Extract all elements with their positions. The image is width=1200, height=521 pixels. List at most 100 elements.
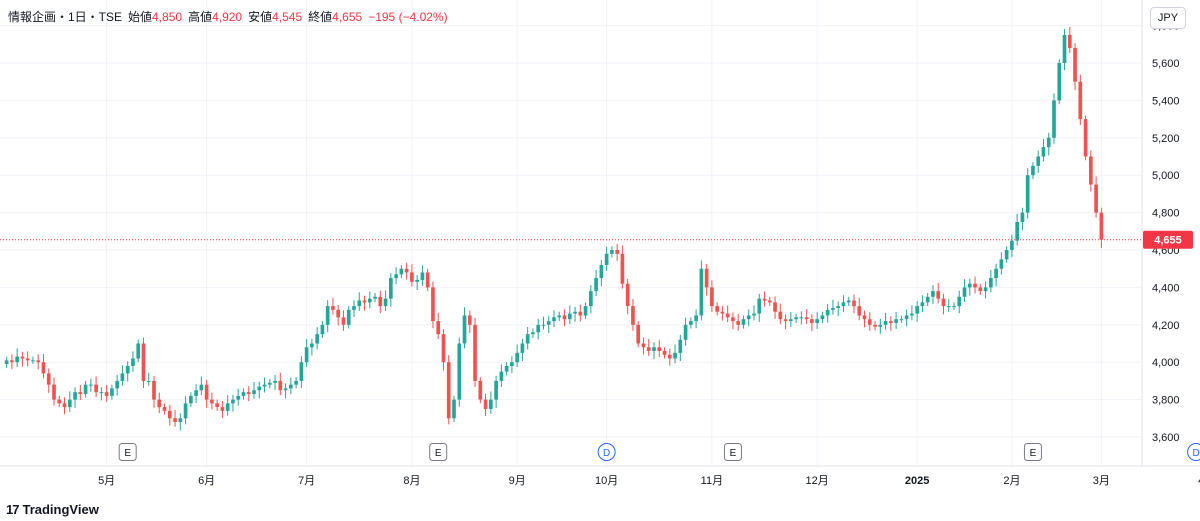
candle-body [320, 324, 325, 335]
candle [494, 376, 498, 408]
candle [15, 348, 19, 368]
last-price-line: 4,655 [0, 230, 1193, 249]
candle-body [694, 315, 698, 322]
last-price-tag-label: 4,655 [1154, 235, 1182, 247]
change-value: −195 (−4.02%) [368, 10, 448, 24]
candle [994, 263, 998, 287]
candle-body [336, 309, 341, 318]
earnings-marker[interactable]: E [723, 443, 742, 461]
candle [1041, 138, 1046, 162]
candle-body [946, 306, 951, 308]
candle-body [394, 274, 398, 279]
candle-body [273, 380, 277, 383]
candle-body [594, 278, 598, 292]
candle [567, 305, 572, 325]
candle-body [546, 321, 551, 325]
candle-body [267, 382, 272, 385]
earnings-marker[interactable]: E [429, 443, 448, 461]
candle-body [94, 384, 98, 393]
candle-body [646, 347, 651, 351]
candle-body [846, 300, 851, 303]
candle-body [194, 390, 198, 396]
candle [152, 376, 156, 408]
candle [862, 310, 867, 328]
candle [431, 281, 435, 329]
candle-body [467, 315, 472, 325]
candle [273, 374, 277, 390]
candle [194, 384, 198, 403]
candle [189, 392, 193, 408]
candle-body [289, 384, 293, 389]
candle-body [1083, 119, 1088, 157]
close-label: 終値 [308, 10, 333, 24]
candle-body [515, 352, 519, 363]
candle-body [741, 319, 746, 325]
time-tick-label: 2月 [1003, 475, 1020, 487]
candle-body [446, 362, 451, 419]
candle-body [41, 362, 46, 374]
tradingview-brand[interactable]: 17 TradingView [6, 502, 99, 517]
candle-body [1036, 156, 1041, 166]
candle [667, 348, 672, 366]
candle [999, 252, 1004, 275]
dividend-marker[interactable]: D [597, 443, 616, 461]
candle [25, 351, 30, 367]
candle-body [536, 324, 541, 333]
time-tick-label: 3月 [1093, 475, 1110, 487]
candle [989, 269, 993, 293]
candle-body [1010, 240, 1014, 251]
candle-body [1020, 212, 1025, 222]
candle-body [725, 313, 730, 318]
candle [789, 312, 793, 328]
candle [610, 246, 614, 258]
candle [78, 385, 83, 400]
candle-body [1078, 81, 1083, 120]
candle-body [431, 287, 435, 322]
candle [62, 397, 67, 415]
candle-body [794, 317, 798, 320]
candle-body [652, 347, 656, 351]
candle-body [578, 311, 583, 316]
candle [99, 387, 104, 401]
dividend-marker[interactable]: D [1187, 443, 1200, 461]
candle-body [1025, 175, 1030, 213]
earnings-marker[interactable]: E [118, 443, 137, 461]
candle-body [631, 306, 635, 325]
candle [467, 310, 472, 334]
candle-body [889, 321, 893, 323]
candle [236, 388, 241, 406]
candle [836, 301, 841, 317]
candle [1083, 115, 1088, 161]
candle [931, 285, 935, 304]
candle-body [162, 407, 167, 411]
time-axis: 5月 6月 7月 8月 9月 10月 11月 12月 2025 2月 3月 4月 [98, 475, 1200, 487]
candle [852, 294, 856, 314]
candle-body [283, 388, 288, 391]
currency-button[interactable]: JPY [1150, 7, 1186, 29]
candle [52, 377, 56, 406]
candle [746, 309, 751, 327]
candle-body [583, 306, 588, 316]
candle-body [15, 356, 19, 363]
candle [873, 321, 877, 331]
candle [441, 329, 446, 371]
candle-body [415, 279, 419, 282]
candle [367, 291, 372, 309]
candle [89, 378, 93, 392]
candle [936, 282, 941, 304]
earnings-marker[interactable]: E [1023, 443, 1042, 461]
candle [267, 379, 272, 389]
candle [1015, 213, 1019, 246]
candle [252, 382, 256, 399]
candle [94, 376, 98, 397]
candle [294, 377, 298, 389]
candle-body [236, 395, 241, 400]
candle-body [1057, 63, 1062, 101]
candle [436, 312, 441, 340]
candle [157, 392, 162, 414]
time-tick-label: 10月 [595, 475, 618, 487]
candle-body [499, 371, 504, 381]
open-value: 4,850 [152, 10, 183, 24]
candle [378, 290, 383, 314]
